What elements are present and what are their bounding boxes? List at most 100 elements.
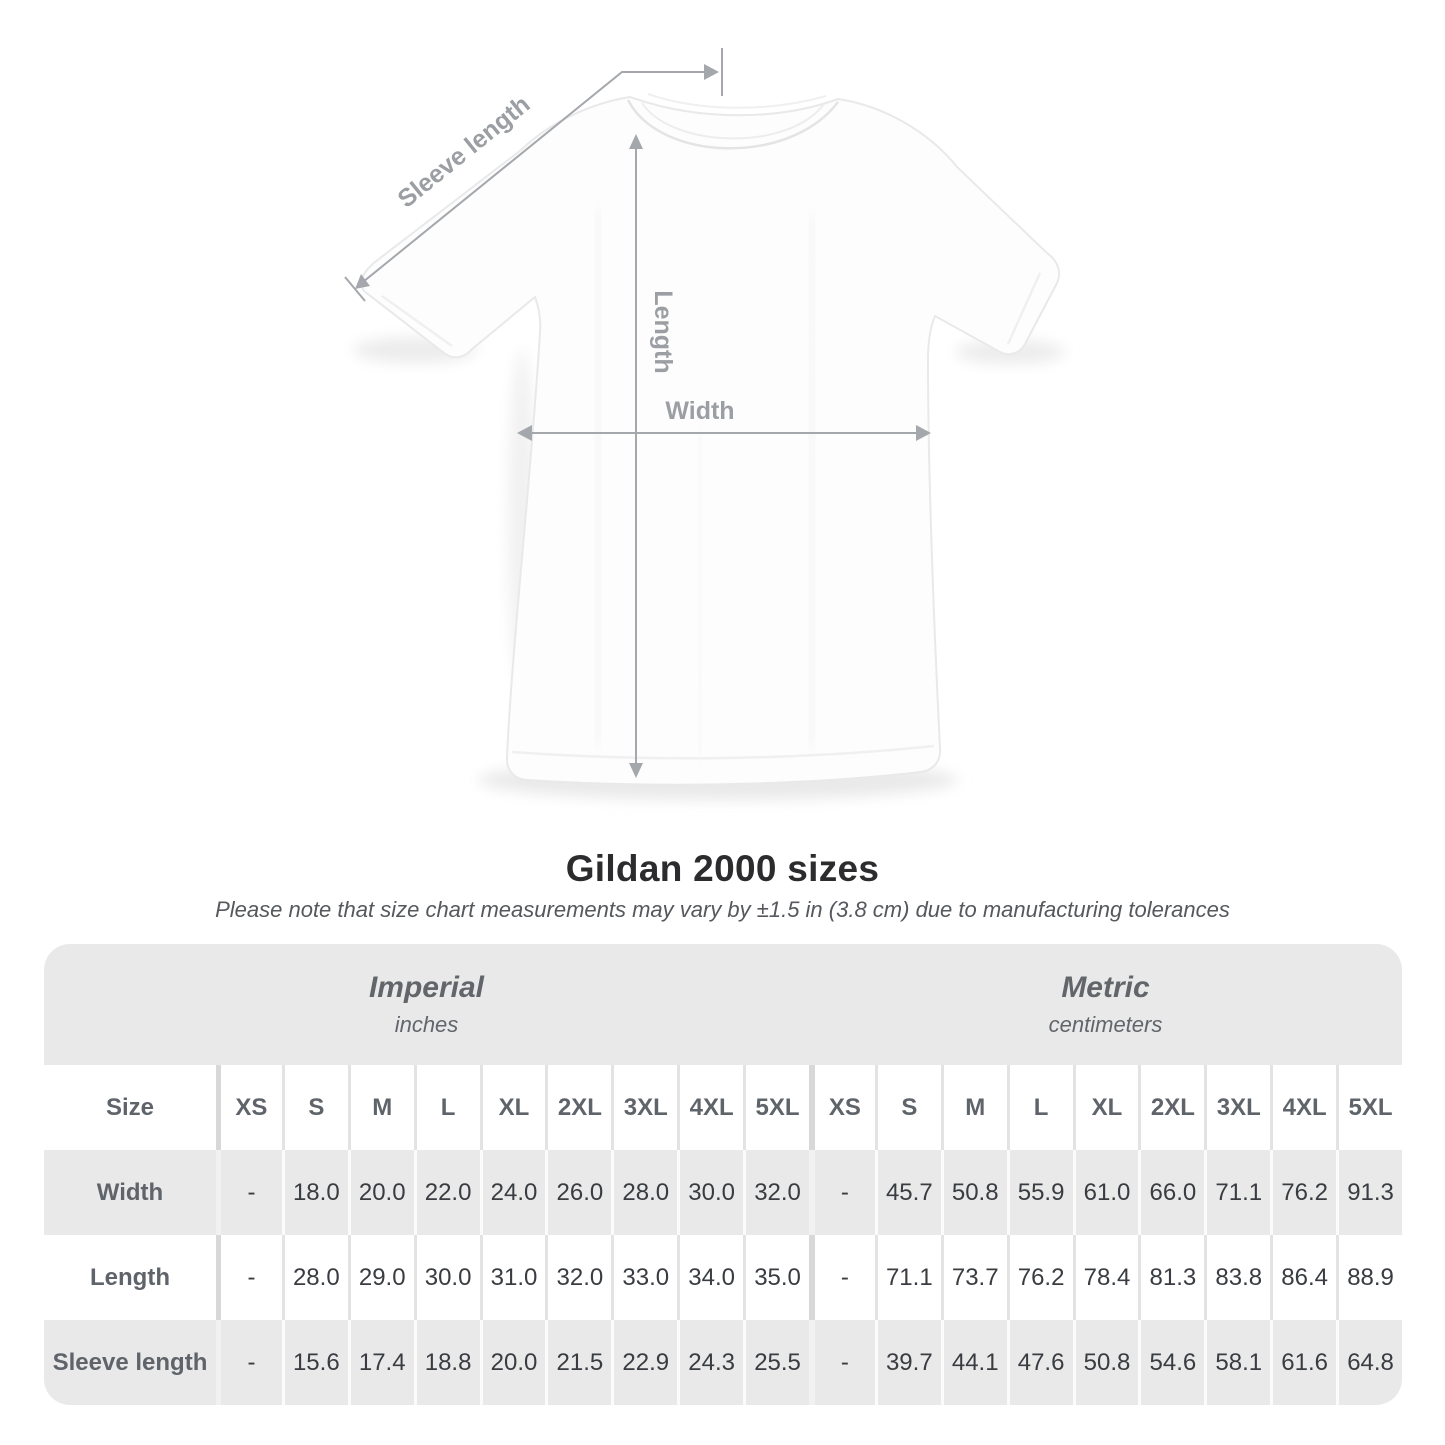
table-cell: 30.0 bbox=[677, 1150, 743, 1235]
table-cell: 88.9 bbox=[1336, 1235, 1402, 1320]
size-col-header: XS bbox=[216, 1065, 282, 1150]
tshirt-measurement-figure: Sleeve length Length Width bbox=[344, 48, 1065, 800]
table-cell: 50.8 bbox=[940, 1150, 1007, 1235]
table-cell: - bbox=[808, 1150, 875, 1235]
metric-subtitle: centimeters bbox=[1048, 1012, 1163, 1037]
sleeve-length-dimension-line bbox=[357, 71, 712, 287]
size-col-header: 2XL bbox=[545, 1065, 611, 1150]
table-header-row: Size XS S M L XL 2XL 3XL 4XL 5XL XS S M … bbox=[44, 1065, 1402, 1150]
table-cell: 55.9 bbox=[1006, 1150, 1073, 1235]
width-label: Width bbox=[665, 397, 734, 425]
table-cell: 76.2 bbox=[1006, 1235, 1073, 1320]
table-cell: 32.0 bbox=[545, 1235, 611, 1320]
table-cell: 86.4 bbox=[1270, 1235, 1336, 1320]
table-cell: 28.0 bbox=[281, 1235, 348, 1320]
table-cell: 61.6 bbox=[1270, 1320, 1336, 1405]
table-cell: 54.6 bbox=[1138, 1320, 1204, 1405]
table-cell: 61.0 bbox=[1072, 1150, 1139, 1235]
table-row-sleeve-length: Sleeve length - 15.6 17.4 18.8 20.0 21.5… bbox=[44, 1320, 1402, 1405]
table-cell: 76.2 bbox=[1270, 1150, 1336, 1235]
table-cell: 17.4 bbox=[347, 1320, 414, 1405]
imperial-section-header: Imperial inches bbox=[44, 944, 809, 1065]
table-cell: 30.0 bbox=[413, 1235, 480, 1320]
table-cell: 15.6 bbox=[281, 1320, 348, 1405]
size-table: Imperial inches Metric centimeters Size … bbox=[44, 944, 1402, 1405]
row-label: Length bbox=[90, 1263, 170, 1291]
size-col-header: 4XL bbox=[677, 1065, 743, 1150]
size-col-header: M bbox=[347, 1065, 414, 1150]
size-col-header: 3XL bbox=[1204, 1065, 1270, 1150]
table-cell: 32.0 bbox=[743, 1150, 809, 1235]
table-row-length: Length - 28.0 29.0 30.0 31.0 32.0 33.0 3… bbox=[44, 1235, 1402, 1320]
size-col-header: XL bbox=[479, 1065, 546, 1150]
size-col-header: S bbox=[281, 1065, 348, 1150]
page-title: Gildan 2000 sizes bbox=[565, 848, 880, 889]
table-cell: 24.0 bbox=[479, 1150, 546, 1235]
table-cell: 22.0 bbox=[413, 1150, 480, 1235]
table-cell: - bbox=[216, 1320, 282, 1405]
size-col-header: S bbox=[874, 1065, 941, 1150]
table-cell: 18.0 bbox=[281, 1150, 348, 1235]
table-cell: 31.0 bbox=[479, 1235, 546, 1320]
table-cell: 66.0 bbox=[1138, 1150, 1204, 1235]
table-cell: 33.0 bbox=[611, 1235, 677, 1320]
table-cell: 58.1 bbox=[1204, 1320, 1270, 1405]
arrowhead-sleeve-icon bbox=[355, 274, 370, 289]
size-col-header: L bbox=[413, 1065, 480, 1150]
table-cell: 81.3 bbox=[1138, 1235, 1204, 1320]
imperial-title: Imperial bbox=[368, 971, 485, 1004]
table-cell: 45.7 bbox=[874, 1150, 941, 1235]
table-cell: 78.4 bbox=[1072, 1235, 1139, 1320]
table-cell: 35.0 bbox=[743, 1235, 809, 1320]
table-cell: 50.8 bbox=[1072, 1320, 1139, 1405]
size-header-cell: Size bbox=[105, 1093, 155, 1121]
table-cell: 44.1 bbox=[940, 1320, 1007, 1405]
table-cell: 24.3 bbox=[677, 1320, 743, 1405]
arrowhead-up-icon bbox=[629, 134, 643, 149]
metric-title: Metric bbox=[1061, 971, 1150, 1004]
table-cell: - bbox=[808, 1320, 875, 1405]
size-col-header: 5XL bbox=[1336, 1065, 1402, 1150]
size-col-header: 5XL bbox=[743, 1065, 809, 1150]
unit-header-band: Imperial inches Metric centimeters bbox=[44, 944, 1402, 1065]
table-cell: 34.0 bbox=[677, 1235, 743, 1320]
row-label: Width bbox=[96, 1178, 164, 1206]
table-cell: 73.7 bbox=[940, 1235, 1007, 1320]
table-cell: 22.9 bbox=[611, 1320, 677, 1405]
table-cell: 47.6 bbox=[1006, 1320, 1073, 1405]
table-cell: 71.1 bbox=[1204, 1150, 1270, 1235]
table-cell: 64.8 bbox=[1336, 1320, 1402, 1405]
table-cell: 39.7 bbox=[874, 1320, 941, 1405]
size-col-header: 3XL bbox=[611, 1065, 677, 1150]
tshirt-image bbox=[360, 93, 1061, 786]
table-cell: 29.0 bbox=[347, 1235, 414, 1320]
table-cell: 28.0 bbox=[611, 1150, 677, 1235]
table-cell: 83.8 bbox=[1204, 1235, 1270, 1320]
metric-section-header: Metric centimeters bbox=[809, 944, 1402, 1065]
arrowhead-down-icon bbox=[629, 763, 643, 778]
table-cell: - bbox=[216, 1235, 282, 1320]
table-cell: 18.8 bbox=[413, 1320, 480, 1405]
table-cell: 91.3 bbox=[1336, 1150, 1402, 1235]
table-cell: 71.1 bbox=[874, 1235, 941, 1320]
row-label: Sleeve length bbox=[52, 1348, 208, 1376]
table-cell: 20.0 bbox=[479, 1320, 546, 1405]
table-row-width: Width - 18.0 20.0 22.0 24.0 26.0 28.0 30… bbox=[44, 1150, 1402, 1235]
table-cell: 26.0 bbox=[545, 1150, 611, 1235]
arrowhead-left-icon bbox=[517, 425, 532, 441]
tolerance-note: Please note that size chart measurements… bbox=[215, 897, 1230, 922]
table-cell: 21.5 bbox=[545, 1320, 611, 1405]
table-cell: 25.5 bbox=[743, 1320, 809, 1405]
size-col-header: XL bbox=[1072, 1065, 1139, 1150]
imperial-subtitle: inches bbox=[394, 1012, 459, 1037]
table-cell: - bbox=[216, 1150, 282, 1235]
size-col-header: 2XL bbox=[1138, 1065, 1204, 1150]
table-cell: 20.0 bbox=[347, 1150, 414, 1235]
size-col-header: XS bbox=[808, 1065, 875, 1150]
arrowhead-right2-icon bbox=[916, 425, 931, 441]
size-col-header: L bbox=[1006, 1065, 1073, 1150]
table-cell: - bbox=[808, 1235, 875, 1320]
size-col-header: M bbox=[940, 1065, 1007, 1150]
arrowhead-right-icon bbox=[704, 64, 719, 80]
length-label: Length bbox=[649, 290, 677, 373]
